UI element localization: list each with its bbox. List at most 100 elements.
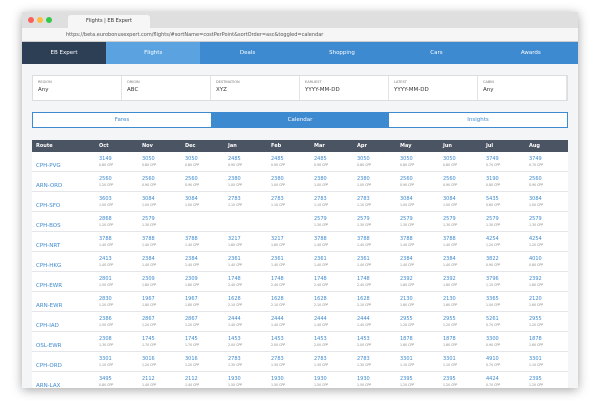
points[interactable]: 3050 bbox=[443, 156, 456, 162]
points[interactable]: 1878 bbox=[443, 336, 456, 342]
points[interactable]: 3301 bbox=[400, 356, 413, 362]
points[interactable]: 1748 bbox=[314, 276, 327, 282]
points[interactable]: 2485 bbox=[314, 156, 327, 162]
points[interactable]: 2560 bbox=[99, 176, 112, 182]
points[interactable]: 3301 bbox=[443, 356, 456, 362]
filter[interactable]: EARLIEST YYYY-MM-DD bbox=[300, 76, 389, 100]
points[interactable]: 2444 bbox=[357, 316, 370, 322]
points[interactable]: 1930 bbox=[314, 376, 327, 382]
column-header[interactable]: Mar bbox=[310, 140, 353, 152]
column-header[interactable]: Oct bbox=[95, 140, 138, 152]
points[interactable]: 3149 bbox=[99, 156, 112, 162]
points[interactable]: 1930 bbox=[357, 376, 370, 382]
points[interactable]: 2579 bbox=[529, 216, 542, 222]
points[interactable]: 2309 bbox=[142, 276, 155, 282]
points[interactable]: 2380 bbox=[357, 176, 370, 182]
nav-item[interactable]: Awards bbox=[520, 50, 541, 56]
points[interactable]: 3788 bbox=[99, 236, 112, 242]
points[interactable]: 2361 bbox=[357, 256, 370, 262]
points[interactable]: 2130 bbox=[400, 296, 413, 302]
points[interactable]: 2361 bbox=[228, 256, 241, 262]
route[interactable]: OSL-EWR bbox=[36, 343, 62, 349]
points[interactable]: 2783 bbox=[314, 196, 327, 202]
points[interactable]: 2955 bbox=[443, 316, 456, 322]
url[interactable]: https://beta.eurobonusexpert.com/flights… bbox=[66, 32, 324, 38]
points[interactable]: 2384 bbox=[443, 256, 456, 262]
points[interactable]: 3084 bbox=[400, 196, 413, 202]
route[interactable]: CPH-HKG bbox=[36, 263, 62, 269]
points[interactable]: 2361 bbox=[271, 256, 284, 262]
points[interactable]: 2830 bbox=[99, 296, 112, 302]
column-header[interactable]: Dec bbox=[181, 140, 224, 152]
points[interactable]: 1930 bbox=[271, 376, 284, 382]
points[interactable]: 3788 bbox=[142, 236, 155, 242]
maximize[interactable] bbox=[46, 17, 52, 23]
points[interactable]: 3084 bbox=[529, 196, 542, 202]
points[interactable]: 1628 bbox=[228, 296, 241, 302]
points[interactable]: 1967 bbox=[142, 296, 155, 302]
points[interactable]: 1453 bbox=[228, 336, 241, 342]
view-tab[interactable]: Insights bbox=[467, 117, 489, 123]
column-header[interactable]: Jul bbox=[482, 140, 525, 152]
points[interactable]: 3016 bbox=[142, 356, 155, 362]
points[interactable]: 1628 bbox=[357, 296, 370, 302]
points[interactable]: 4254 bbox=[486, 236, 499, 242]
filter[interactable]: ORIGIN ABC bbox=[122, 76, 211, 100]
points[interactable]: 2380 bbox=[314, 176, 327, 182]
points[interactable]: 2395 bbox=[443, 376, 456, 382]
filter[interactable]: DESTINATION XYZ bbox=[211, 76, 300, 100]
column-header[interactable]: Nov bbox=[138, 140, 181, 152]
points[interactable]: 2392 bbox=[443, 276, 456, 282]
points[interactable]: 2868 bbox=[99, 216, 112, 222]
points[interactable]: 3788 bbox=[357, 236, 370, 242]
filter[interactable]: CABIN Any bbox=[478, 76, 567, 100]
points[interactable]: 3050 bbox=[185, 156, 198, 162]
points[interactable]: 4254 bbox=[529, 236, 542, 242]
nav-item[interactable]: Flights bbox=[106, 42, 201, 64]
points[interactable]: 2783 bbox=[228, 196, 241, 202]
points[interactable]: 2579 bbox=[400, 216, 413, 222]
route[interactable]: CPH-EWR bbox=[36, 283, 63, 289]
points[interactable]: 1930 bbox=[228, 376, 241, 382]
points[interactable]: 1453 bbox=[271, 336, 284, 342]
route[interactable]: CPH-BOS bbox=[36, 223, 61, 229]
close[interactable] bbox=[28, 17, 34, 23]
points[interactable]: 2392 bbox=[529, 276, 542, 282]
points[interactable]: 2112 bbox=[185, 376, 198, 382]
points[interactable]: 3301 bbox=[529, 356, 542, 362]
route[interactable]: ARN-ORD bbox=[36, 183, 63, 189]
points[interactable]: 4010 bbox=[529, 256, 542, 262]
filter[interactable]: LATEST YYYY-MM-DD bbox=[389, 76, 478, 100]
points[interactable]: 1748 bbox=[357, 276, 370, 282]
points[interactable]: 3301 bbox=[99, 356, 112, 362]
points[interactable]: 5261 bbox=[486, 316, 499, 322]
points[interactable]: 1453 bbox=[314, 336, 327, 342]
points[interactable]: 2783 bbox=[271, 356, 284, 362]
nav-item[interactable]: Cars bbox=[430, 50, 443, 56]
browser-tab[interactable]: Flights | EB Expert bbox=[68, 15, 150, 28]
points[interactable]: 3217 bbox=[228, 236, 241, 242]
points[interactable]: 3084 bbox=[185, 196, 198, 202]
points[interactable]: 2579 bbox=[314, 216, 327, 222]
route[interactable]: CPH-PVG bbox=[36, 163, 61, 169]
points[interactable]: 5435 bbox=[486, 196, 499, 202]
route[interactable]: CPH-IAD bbox=[36, 323, 59, 329]
view-tab[interactable]: Fares bbox=[114, 117, 130, 123]
points[interactable]: 1748 bbox=[271, 276, 284, 282]
points[interactable]: 2579 bbox=[486, 216, 499, 222]
points[interactable]: 2783 bbox=[314, 356, 327, 362]
points[interactable]: 2112 bbox=[142, 376, 155, 382]
points[interactable]: 3365 bbox=[486, 296, 499, 302]
points[interactable]: 1878 bbox=[400, 336, 413, 342]
points[interactable]: 2560 bbox=[443, 176, 456, 182]
points[interactable]: 3050 bbox=[357, 156, 370, 162]
points[interactable]: 2560 bbox=[529, 176, 542, 182]
points[interactable]: 2380 bbox=[271, 176, 284, 182]
points[interactable]: 3016 bbox=[185, 356, 198, 362]
nav-item[interactable]: Shopping bbox=[329, 50, 355, 56]
points[interactable]: 1967 bbox=[185, 296, 198, 302]
points[interactable]: 3822 bbox=[486, 256, 499, 262]
route[interactable]: ARN-LAX bbox=[36, 383, 61, 388]
points[interactable]: 2120 bbox=[529, 296, 542, 302]
points[interactable]: 3603 bbox=[99, 196, 112, 202]
